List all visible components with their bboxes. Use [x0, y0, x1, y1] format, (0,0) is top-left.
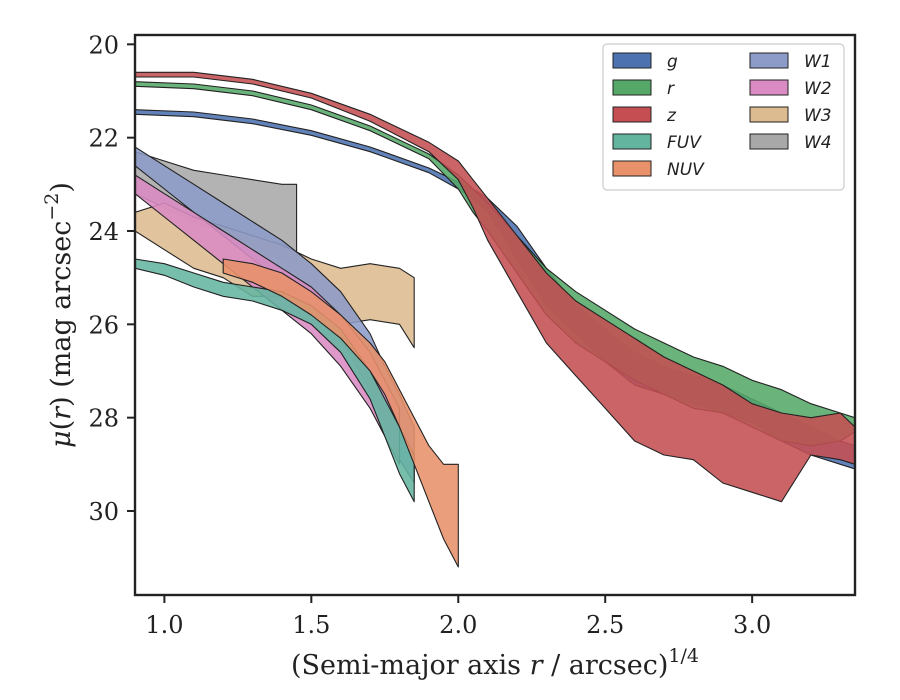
x-tick-label: 1.0 [145, 611, 183, 639]
legend-swatch-nuv [612, 160, 652, 177]
series-band-nuv [222, 258, 459, 568]
x-tick-label: 2.5 [586, 611, 624, 639]
legend: grz FUV NUV W1 W2 W3 W4 [602, 43, 845, 191]
x-tick-label: 2.0 [439, 611, 477, 639]
plot-frame [133, 33, 857, 597]
legend-label-r: r [667, 79, 675, 99]
y-tick-label: 22 [88, 125, 119, 153]
y-tick-label: 30 [88, 498, 119, 526]
legend-swatch-w2 [749, 79, 789, 96]
series-band-z [135, 71, 855, 503]
legend-label-g: g [667, 52, 678, 72]
legend-swatch-w1 [749, 52, 789, 69]
x-tick-label: 3.0 [733, 611, 771, 639]
legend-label-nuv: NUV [667, 160, 705, 180]
y-tick-label: 24 [88, 218, 119, 246]
legend-label-w2: W2 [804, 79, 832, 99]
y-tick-label: 20 [88, 31, 119, 59]
ticks-layer: 1.0 1.5 2.0 2.5 3.0 20 22 24 26 28 30 [88, 31, 771, 639]
legend-label-w3: W3 [804, 106, 832, 126]
legend-swatch-g [612, 52, 652, 69]
y-axis-title: μ(r) (mag arcsec−2) [41, 182, 77, 448]
legend-label-fuv: FUV [667, 133, 702, 153]
x-tick-label: 1.5 [292, 611, 330, 639]
legend-label-w4: W4 [804, 133, 832, 153]
legend-swatch-fuv [612, 133, 652, 150]
legend-swatch-w3 [749, 106, 789, 123]
legend-label-z: z [666, 106, 677, 126]
y-tick-label: 28 [88, 405, 119, 433]
series-band-fuv [135, 258, 415, 503]
legend-label-w1: W1 [804, 52, 832, 72]
legend-swatch-z [612, 106, 652, 123]
legend-swatch-r [612, 79, 652, 96]
legend-swatch-w4 [749, 133, 789, 150]
y-tick-label: 26 [88, 311, 119, 339]
x-axis-title: (Semi-major axis r / arcsec)1/4 [291, 645, 699, 681]
series-layer [135, 71, 855, 568]
